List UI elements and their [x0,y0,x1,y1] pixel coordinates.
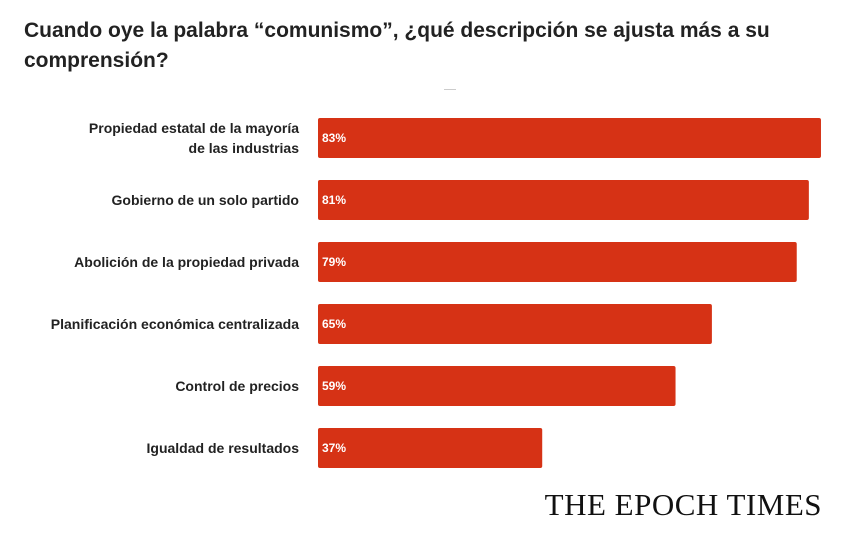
bar-0 [318,118,821,158]
bar-value-label-1: 81% [322,193,346,207]
bar-value-label-4: 59% [322,379,346,393]
category-label-line: Planificación económica centralizada [51,316,299,332]
category-label-line: Gobierno de un solo partido [112,192,299,208]
bar-value-label-2: 79% [322,255,346,269]
epoch-times-logo: THE EPOCH TIMES [544,487,822,522]
bar-2 [318,242,797,282]
category-label-5: Igualdad de resultados [147,440,300,456]
category-label-line: Igualdad de resultados [147,440,300,456]
category-label-line: Propiedad estatal de la mayoría [89,120,299,136]
category-label-1: Gobierno de un solo partido [112,192,299,208]
category-label-3: Planificación económica centralizada [51,316,299,332]
category-label-line: Abolición de la propiedad privada [74,254,299,270]
bar-1 [318,180,809,220]
bar-3 [318,304,712,344]
chart-title: Cuando oye la palabra “comunismo”, ¿qué … [24,19,770,72]
bar-value-label-3: 65% [322,317,346,331]
category-label-4: Control de precios [175,378,299,394]
axis-tick-mark [444,89,456,90]
category-label-line: de las industrias [189,140,300,156]
category-label-0: Propiedad estatal de la mayoría de las in… [89,120,299,156]
category-label-line: Control de precios [175,378,299,394]
bar-value-label-5: 37% [322,441,346,455]
category-label-2: Abolición de la propiedad privada [74,254,299,270]
bar-4 [318,366,676,406]
bar-value-label-0: 83% [322,131,346,145]
bar-5 [318,428,543,468]
